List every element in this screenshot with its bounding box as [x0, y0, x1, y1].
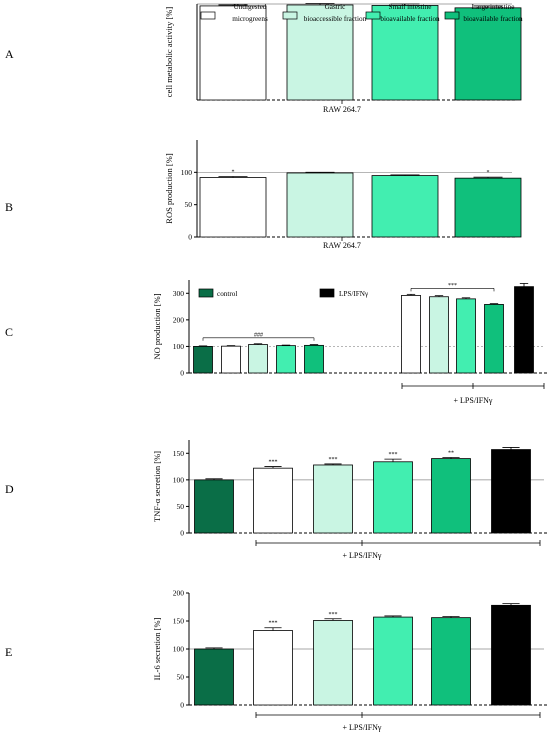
x-axis-title: + LPS/IFNγ — [343, 723, 382, 732]
bar — [193, 346, 213, 374]
y-tick-label: 100 — [173, 645, 185, 654]
significance-label: *** — [448, 283, 457, 289]
bar — [456, 298, 476, 374]
y-tick-label: 150 — [173, 449, 185, 458]
bar — [253, 630, 293, 706]
legend-swatch — [319, 288, 335, 298]
legend-label: bioavailable fraction — [463, 15, 523, 23]
bar — [194, 479, 234, 534]
panel-letter: D — [5, 482, 14, 496]
bar — [304, 344, 324, 374]
y-tick-label: 50 — [185, 200, 193, 209]
bar — [429, 296, 449, 374]
y-tick-label: 50 — [177, 502, 185, 511]
significance-label: ### — [254, 332, 263, 338]
x-axis-title: RAW 264.7 — [323, 105, 361, 114]
y-tick-label: 300 — [173, 289, 185, 298]
significance-label: *** — [389, 452, 398, 458]
significance-label: *** — [269, 621, 278, 627]
bar — [491, 449, 531, 534]
legend-label: bioaccessible fraction — [304, 15, 367, 23]
x-axis-title: RAW 264.7 — [323, 241, 361, 250]
y-tick-label: 100 — [173, 475, 185, 484]
legend-label: Large intestine — [472, 3, 515, 11]
y-axis-title: TNF-α secretion [%] — [152, 451, 162, 522]
bar — [253, 467, 293, 534]
panel-letter: A — [5, 47, 14, 61]
legend-label: Small intestine — [389, 3, 432, 11]
legend-swatch — [198, 288, 214, 298]
y-tick-label: 50 — [177, 673, 185, 682]
panel-letter: B — [5, 200, 13, 214]
legend-c: control LPS/IFNγ — [198, 288, 369, 298]
panel-b: B 0 50 100 ROS production [%] * * RAW 264.7 — [5, 140, 522, 250]
bar — [431, 458, 471, 534]
bar — [373, 461, 413, 534]
panel-e: E 0 50 100 150 200 IL-6 secretion [%] *** *** + L… — [5, 589, 547, 732]
legend-label: Gastric — [325, 3, 346, 11]
legend-label: control — [217, 290, 237, 298]
legend-label: LPS/IFNγ — [339, 290, 369, 298]
bar — [371, 175, 439, 238]
bar — [431, 617, 471, 706]
significance-label: *** — [269, 460, 278, 466]
x-axis-title: + LPS/IFNγ — [454, 396, 493, 405]
bar — [313, 620, 353, 706]
y-tick-label: 0 — [188, 233, 192, 242]
bar — [454, 177, 522, 238]
significance-label: *** — [329, 457, 338, 463]
bar — [286, 172, 354, 238]
bar — [313, 464, 353, 534]
bar — [221, 345, 241, 374]
bar — [248, 344, 268, 374]
legend-top: Undigested microgreens Gastric bioaccessibl… — [200, 3, 523, 23]
y-axis-title: cell metabolic activity [%] — [164, 7, 174, 98]
bar — [199, 5, 267, 101]
y-tick-label: 0 — [180, 369, 184, 378]
legend-label: Undigested — [234, 3, 267, 11]
bar — [491, 604, 531, 706]
legend-swatch — [365, 11, 381, 20]
y-axis-title: NO production [%] — [152, 293, 162, 359]
y-tick-label: 150 — [173, 617, 185, 626]
significance-label: ** — [448, 451, 454, 457]
legend-swatch — [444, 11, 460, 20]
significance-label: *** — [329, 612, 338, 618]
bar — [194, 648, 234, 706]
legend-swatch — [282, 11, 298, 20]
y-tick-label: 200 — [173, 315, 185, 324]
panel-letter: C — [5, 325, 13, 339]
y-tick-label: 0 — [180, 529, 184, 538]
bar — [199, 177, 267, 238]
bar — [401, 295, 421, 374]
legend-swatch — [200, 11, 216, 20]
bar — [484, 304, 504, 374]
y-axis-title: IL-6 secretion [%] — [152, 617, 162, 680]
bar — [514, 286, 534, 374]
legend-label: microgreens — [232, 15, 268, 23]
y-tick-label: 100 — [181, 168, 193, 177]
significance-label: * — [232, 170, 235, 176]
panel-letter: E — [5, 645, 12, 659]
y-tick-label: 100 — [173, 342, 185, 351]
legend-label: bioavailable fraction — [380, 15, 440, 23]
panel-c: C 0 100 200 300 NO production [%] ### *** + LPS/… — [5, 280, 547, 405]
y-tick-label: 0 — [180, 701, 184, 710]
y-tick-label: 200 — [173, 589, 185, 598]
bar — [373, 616, 413, 706]
significance-label: * — [487, 170, 490, 176]
y-axis-title: ROS production [%] — [164, 153, 174, 224]
bar — [371, 5, 439, 101]
x-axis-title: + LPS/IFNγ — [343, 551, 382, 560]
bar — [276, 345, 296, 374]
